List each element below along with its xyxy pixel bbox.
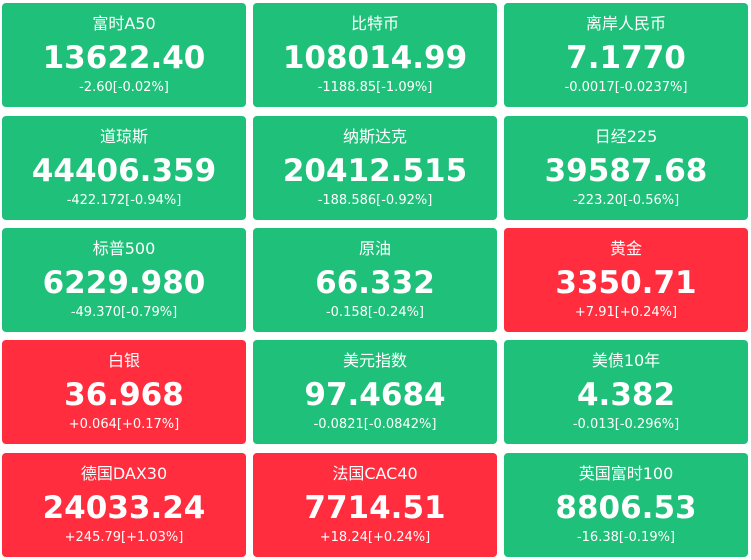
quote-name: 原油	[358, 239, 391, 258]
quote-value: 7714.51	[304, 490, 446, 526]
quote-card-ftse-a50[interactable]: 富时A50 13622.40 -2.60[-0.02%]	[2, 3, 246, 107]
quote-card-dollar-index[interactable]: 美元指数 97.4684 -0.0821[-0.0842%]	[253, 340, 497, 444]
quote-card-us-10y-treasury[interactable]: 美债10年 4.382 -0.013[-0.296%]	[504, 340, 748, 444]
quote-value: 4.382	[576, 377, 676, 413]
quote-value: 8806.53	[555, 490, 697, 526]
quote-value: 36.968	[64, 377, 184, 413]
quote-change: -223.20[-0.56%]	[572, 193, 680, 208]
quote-name: 标普500	[92, 239, 156, 258]
quote-change: +18.24[+0.24%]	[319, 530, 431, 545]
quote-card-cac-40[interactable]: 法国CAC40 7714.51 +18.24[+0.24%]	[253, 453, 497, 557]
quote-change: -0.0017[-0.0237%]	[564, 80, 688, 95]
quote-name: 德国DAX30	[80, 464, 168, 483]
quote-name: 美债10年	[591, 351, 661, 370]
quote-name: 纳斯达克	[342, 127, 407, 146]
quote-change: -16.38[-0.19%]	[576, 530, 676, 545]
quote-value: 108014.99	[282, 40, 468, 76]
quote-value: 3350.71	[555, 265, 697, 301]
quote-value: 66.332	[315, 265, 435, 301]
quote-value: 39587.68	[544, 153, 708, 189]
quote-name: 英国富时100	[578, 464, 674, 483]
quote-card-ftse-100[interactable]: 英国富时100 8806.53 -16.38[-0.19%]	[504, 453, 748, 557]
quote-change: -0.158[-0.24%]	[325, 305, 425, 320]
quote-change: -188.586[-0.92%]	[317, 193, 433, 208]
quote-value: 97.4684	[304, 377, 446, 413]
quote-value: 44406.359	[31, 153, 217, 189]
quote-value: 7.1770	[566, 40, 686, 76]
quote-change: -49.370[-0.79%]	[70, 305, 178, 320]
quote-card-dax-30[interactable]: 德国DAX30 24033.24 +245.79[+1.03%]	[2, 453, 246, 557]
quote-value: 6229.980	[42, 265, 206, 301]
quote-name: 黄金	[609, 239, 642, 258]
quote-card-silver[interactable]: 白银 36.968 +0.064[+0.17%]	[2, 340, 246, 444]
quote-value: 20412.515	[282, 153, 468, 189]
quote-name: 白银	[107, 351, 140, 370]
quote-name: 比特币	[350, 14, 399, 33]
quote-change: +0.064[+0.17%]	[68, 417, 180, 432]
quote-name: 离岸人民币	[585, 14, 666, 33]
quote-value: 24033.24	[42, 490, 206, 526]
quote-change: -0.013[-0.296%]	[572, 417, 680, 432]
quote-card-offshore-cny[interactable]: 离岸人民币 7.1770 -0.0017[-0.0237%]	[504, 3, 748, 107]
quote-change: +245.79[+1.03%]	[64, 530, 184, 545]
quote-card-bitcoin[interactable]: 比特币 108014.99 -1188.85[-1.09%]	[253, 3, 497, 107]
quote-card-sp-500[interactable]: 标普500 6229.980 -49.370[-0.79%]	[2, 228, 246, 332]
quote-name: 美元指数	[342, 351, 407, 370]
quote-change: -1188.85[-1.09%]	[317, 80, 433, 95]
quote-change: +7.91[+0.24%]	[574, 305, 678, 320]
quote-card-nikkei-225[interactable]: 日经225 39587.68 -223.20[-0.56%]	[504, 116, 748, 220]
quote-name: 法国CAC40	[332, 464, 418, 483]
quote-change: -422.172[-0.94%]	[66, 193, 182, 208]
quote-card-crude-oil[interactable]: 原油 66.332 -0.158[-0.24%]	[253, 228, 497, 332]
quote-card-dow-jones[interactable]: 道琼斯 44406.359 -422.172[-0.94%]	[2, 116, 246, 220]
quote-change: -2.60[-0.02%]	[79, 80, 169, 95]
quote-card-nasdaq[interactable]: 纳斯达克 20412.515 -188.586[-0.92%]	[253, 116, 497, 220]
quote-change: -0.0821[-0.0842%]	[313, 417, 437, 432]
quote-card-gold[interactable]: 黄金 3350.71 +7.91[+0.24%]	[504, 228, 748, 332]
quote-name: 道琼斯	[99, 127, 148, 146]
quote-name: 日经225	[594, 127, 658, 146]
quote-name: 富时A50	[92, 14, 156, 33]
quote-value: 13622.40	[42, 40, 206, 76]
